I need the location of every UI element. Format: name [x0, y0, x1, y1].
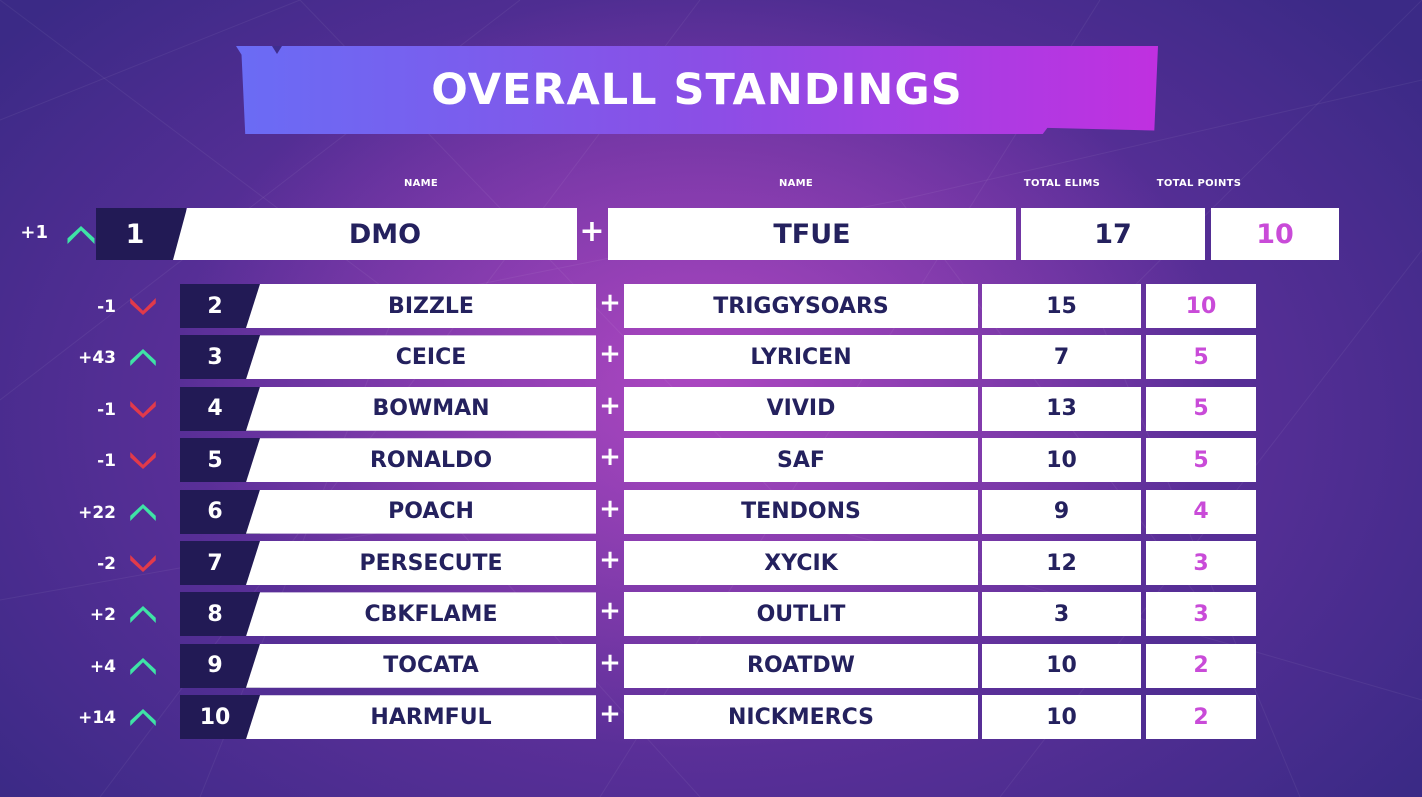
- header-total-elims: TOTAL ELIMS: [1023, 178, 1101, 189]
- plus-sign: +: [579, 214, 605, 249]
- rank-change: -1: [97, 399, 116, 420]
- player-name-1: CBKFLAME: [246, 592, 596, 637]
- player-name-1: HARMFUL: [246, 695, 596, 740]
- total-points: 10: [1211, 208, 1339, 260]
- plus-sign: +: [599, 288, 621, 318]
- plus-sign: +: [599, 339, 621, 370]
- rank-number: 10: [180, 695, 260, 740]
- plus-sign: +: [599, 647, 621, 678]
- banner-notch: [272, 46, 282, 54]
- player-name-2: VIVID: [624, 386, 978, 431]
- rank-change: +4: [89, 656, 116, 677]
- rank-up-arrow-icon: [130, 349, 156, 367]
- rank-number: 5: [180, 438, 260, 483]
- player-name-2: OUTLIT: [624, 592, 978, 637]
- rank-change: -2: [97, 554, 116, 574]
- plus-sign: +: [599, 596, 621, 627]
- player-name-1: PERSECUTE: [246, 541, 596, 585]
- rank-change: +22: [78, 502, 116, 523]
- rank-up-arrow-icon: [67, 226, 95, 244]
- rank-down-arrow-icon: [130, 452, 156, 470]
- rank-number: 4: [180, 386, 260, 431]
- total-elims: 7: [982, 335, 1141, 380]
- rank-number: 3: [180, 335, 260, 380]
- total-points: 10: [1146, 284, 1256, 328]
- player-name-2: TRIGGYSOARS: [624, 284, 978, 328]
- player-name-1: DMO: [173, 208, 577, 260]
- total-points: 2: [1146, 643, 1256, 688]
- total-points: 4: [1146, 489, 1256, 534]
- player-name-1: CEICE: [246, 335, 596, 380]
- total-elims: 15: [982, 284, 1141, 328]
- rank-change: -1: [97, 451, 116, 472]
- rank-up-arrow-icon: [130, 657, 156, 675]
- total-points: 3: [1146, 592, 1256, 637]
- rank-number: 7: [180, 541, 260, 585]
- player-name-1: BIZZLE: [246, 284, 596, 328]
- player-name-1: BOWMAN: [246, 386, 596, 431]
- total-elims: 9: [982, 489, 1141, 534]
- rank-change: +2: [89, 605, 116, 626]
- player-name-2: TENDONS: [624, 489, 978, 534]
- player-name-1: POACH: [246, 489, 596, 534]
- plus-sign: +: [599, 545, 621, 575]
- player-name-2: SAF: [624, 438, 978, 483]
- rank-up-arrow-icon: [130, 709, 156, 727]
- total-elims: 10: [982, 695, 1141, 740]
- page-title: OVERALL STANDINGS: [431, 65, 963, 115]
- total-points: 5: [1146, 386, 1256, 431]
- player-name-2: TFUE: [608, 208, 1016, 260]
- plus-sign: +: [599, 699, 621, 730]
- plus-sign: +: [599, 442, 621, 473]
- rank-number: 9: [180, 643, 260, 688]
- rank-number: 1: [96, 208, 186, 260]
- player-name-2: LYRICEN: [624, 335, 978, 380]
- rank-down-arrow-icon: [130, 555, 156, 572]
- player-name-2: NICKMERCS: [624, 695, 978, 740]
- title-banner: OVERALL STANDINGS: [236, 46, 1158, 134]
- rank-change: -1: [97, 297, 116, 317]
- rank-number: 8: [180, 592, 260, 637]
- rank-down-arrow-icon: [130, 298, 156, 315]
- rank-down-arrow-icon: [130, 400, 156, 418]
- player-name-2: XYCIK: [624, 541, 978, 585]
- rank-change: +43: [78, 348, 116, 369]
- rank-number: 2: [180, 284, 260, 328]
- total-points: 5: [1146, 335, 1256, 380]
- total-elims: 12: [982, 541, 1141, 585]
- total-elims: 10: [982, 643, 1141, 688]
- total-elims: 17: [1021, 208, 1205, 260]
- rank-change: +14: [78, 708, 116, 729]
- rank-number: 6: [180, 489, 260, 534]
- header-name-2: NAME: [778, 178, 814, 189]
- plus-sign: +: [599, 390, 621, 421]
- header-total-points: TOTAL POINTS: [1156, 178, 1242, 189]
- rank-up-arrow-icon: [130, 606, 156, 624]
- player-name-1: TOCATA: [246, 643, 596, 688]
- player-name-2: ROATDW: [624, 643, 978, 688]
- player-name-1: RONALDO: [246, 438, 596, 483]
- total-points: 5: [1146, 438, 1256, 483]
- header-name-1: NAME: [403, 178, 439, 189]
- total-elims: 13: [982, 386, 1141, 431]
- rank-change: +1: [20, 222, 48, 243]
- total-points: 2: [1146, 695, 1256, 740]
- total-elims: 3: [982, 592, 1141, 637]
- total-points: 3: [1146, 541, 1256, 585]
- rank-up-arrow-icon: [130, 503, 156, 521]
- plus-sign: +: [599, 493, 621, 524]
- total-elims: 10: [982, 438, 1141, 483]
